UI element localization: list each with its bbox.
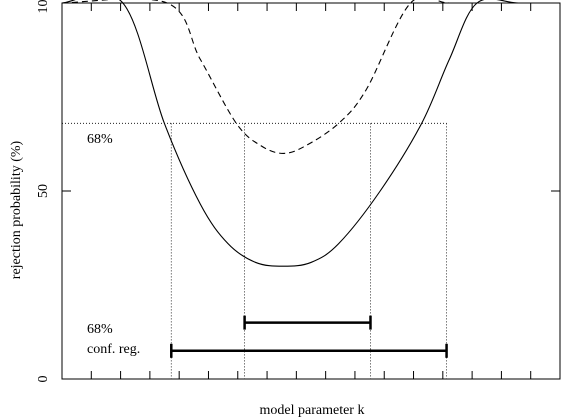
curves: [61, 0, 560, 267]
confidence-intervals: [170, 315, 448, 358]
y-tick-label-0: 0: [36, 376, 51, 383]
x-axis-label: model parameter k: [260, 403, 365, 418]
y-tick-label-1: 50: [36, 184, 51, 198]
interval-label-line-1: 68%: [87, 322, 113, 337]
series-solid-line: [61, 0, 560, 267]
interval-label-line-2: conf. reg.: [87, 342, 140, 357]
axis-ticks: 0 50 100: [36, 0, 560, 383]
y-tick-label-2: 100: [36, 0, 51, 14]
y-axis-label: rejection probability (%): [9, 140, 24, 279]
series-dashed-line: [61, 0, 560, 154]
guide-lines: [62, 122, 447, 379]
threshold-label: 68%: [87, 132, 113, 147]
